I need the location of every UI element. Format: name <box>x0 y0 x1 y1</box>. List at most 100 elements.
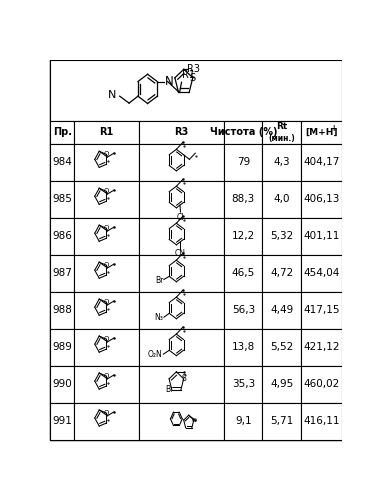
Bar <box>224 121 263 144</box>
Text: 989: 989 <box>52 342 72 352</box>
Text: 4,3: 4,3 <box>273 158 290 168</box>
Bar <box>51 292 74 329</box>
Text: 79: 79 <box>237 158 250 168</box>
Bar <box>301 218 342 255</box>
Text: O: O <box>191 418 196 422</box>
Bar <box>51 218 74 255</box>
Bar <box>139 181 224 218</box>
Bar <box>139 366 224 403</box>
Text: 12,2: 12,2 <box>232 232 255 241</box>
Text: O₂N: O₂N <box>148 350 163 360</box>
Bar <box>301 144 342 181</box>
Bar <box>301 121 342 144</box>
Text: R1: R1 <box>182 70 195 80</box>
Text: Cl: Cl <box>177 213 184 222</box>
Text: 5,71: 5,71 <box>270 416 293 426</box>
Text: N: N <box>165 75 174 88</box>
Text: O: O <box>104 373 109 379</box>
Bar <box>51 121 74 144</box>
Bar <box>224 402 263 440</box>
Text: +: + <box>330 124 336 133</box>
Text: 4,95: 4,95 <box>270 379 293 389</box>
Text: O: O <box>104 188 109 194</box>
Text: Br: Br <box>155 276 163 284</box>
Bar <box>51 181 74 218</box>
Text: 406,13: 406,13 <box>303 194 340 204</box>
Text: 460,02: 460,02 <box>303 379 339 389</box>
Text: Br: Br <box>165 386 174 394</box>
Bar <box>74 181 139 218</box>
Bar <box>74 402 139 440</box>
Text: [M+H]: [M+H] <box>305 128 338 137</box>
Bar <box>301 366 342 403</box>
Text: 35,3: 35,3 <box>232 379 255 389</box>
Bar <box>51 144 74 181</box>
Text: O: O <box>104 410 109 416</box>
Bar <box>224 328 263 366</box>
Text: O: O <box>104 152 109 158</box>
Text: 401,11: 401,11 <box>303 232 340 241</box>
Bar <box>224 255 263 292</box>
Bar <box>51 60 342 121</box>
Bar <box>263 292 301 329</box>
Bar <box>139 121 224 144</box>
Text: 13,8: 13,8 <box>232 342 255 352</box>
Text: O: O <box>104 226 109 232</box>
Bar <box>263 255 301 292</box>
Text: 4,0: 4,0 <box>273 194 290 204</box>
Bar <box>301 181 342 218</box>
Bar <box>224 218 263 255</box>
Bar <box>301 402 342 440</box>
Bar <box>51 328 74 366</box>
Text: CN: CN <box>174 250 185 258</box>
Bar <box>263 328 301 366</box>
Text: 4,49: 4,49 <box>270 305 293 316</box>
Text: 421,12: 421,12 <box>303 342 340 352</box>
Text: 416,11: 416,11 <box>303 416 340 426</box>
Text: N₃: N₃ <box>154 314 163 322</box>
Bar <box>139 218 224 255</box>
Text: S: S <box>181 374 186 384</box>
Text: 987: 987 <box>52 268 72 278</box>
Text: 9,1: 9,1 <box>235 416 252 426</box>
Text: R1: R1 <box>99 128 114 138</box>
Text: 404,17: 404,17 <box>303 158 340 168</box>
Bar <box>139 144 224 181</box>
Text: 990: 990 <box>52 379 72 389</box>
Text: O: O <box>104 262 109 268</box>
Bar <box>301 328 342 366</box>
Text: 984: 984 <box>52 158 72 168</box>
Bar <box>263 402 301 440</box>
Text: O: O <box>104 336 109 342</box>
Bar <box>224 292 263 329</box>
Text: 454,04: 454,04 <box>303 268 340 278</box>
Text: Rt: Rt <box>276 122 287 131</box>
Bar <box>224 144 263 181</box>
Bar <box>139 255 224 292</box>
Bar <box>51 255 74 292</box>
Bar <box>301 255 342 292</box>
Text: 56,3: 56,3 <box>232 305 255 316</box>
Bar <box>301 292 342 329</box>
Bar <box>74 366 139 403</box>
Bar <box>263 181 301 218</box>
Bar <box>74 121 139 144</box>
Bar <box>263 218 301 255</box>
Bar <box>224 181 263 218</box>
Text: 5,32: 5,32 <box>270 232 293 241</box>
Text: R3: R3 <box>187 64 200 74</box>
Bar <box>139 402 224 440</box>
Bar <box>224 366 263 403</box>
Text: R3: R3 <box>174 128 188 138</box>
Bar <box>139 328 224 366</box>
Text: 985: 985 <box>52 194 72 204</box>
Text: 986: 986 <box>52 232 72 241</box>
Text: 4,72: 4,72 <box>270 268 293 278</box>
Text: N: N <box>108 90 117 101</box>
Bar <box>51 366 74 403</box>
Text: O: O <box>104 299 109 305</box>
Text: Чистота (%): Чистота (%) <box>210 128 277 138</box>
Text: 5,52: 5,52 <box>270 342 293 352</box>
Bar <box>51 402 74 440</box>
Text: 988: 988 <box>52 305 72 316</box>
